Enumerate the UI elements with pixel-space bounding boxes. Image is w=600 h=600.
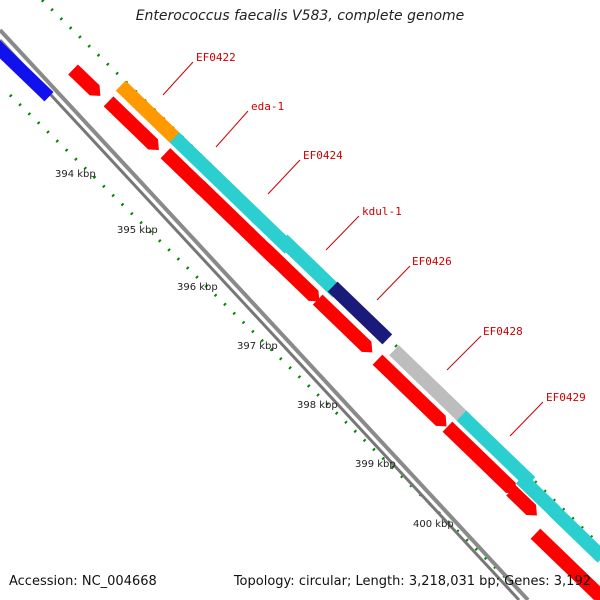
genes-label: Genes: <box>504 574 550 589</box>
tick-label-395: 395 kbp <box>117 225 158 236</box>
accession-label: Accession: <box>9 574 78 589</box>
accession: Accession: NC_004668 <box>9 574 157 589</box>
gene-cyan-5[interactable] <box>548 505 600 563</box>
map-title: Enterococcus faecalis V583, complete gen… <box>135 8 465 24</box>
gene-label-ef0429[interactable]: EF0429 <box>546 391 586 404</box>
gene-cyan-4[interactable] <box>515 473 561 517</box>
gene-cyan-2[interactable] <box>277 234 343 298</box>
tick-label-399: 399 kbp <box>355 459 396 470</box>
leader-kdul1 <box>325 215 360 251</box>
length-label: Length: <box>355 574 405 589</box>
genome-summary: Topology: circular; Length: 3,218,031 bp… <box>233 574 591 589</box>
gene-red-7[interactable] <box>372 354 452 432</box>
tick-label-400: 400 kbp <box>413 519 454 530</box>
leader-ef0428 <box>446 335 482 371</box>
gene-label-ef0426[interactable]: EF0426 <box>412 255 452 268</box>
gene-blue[interactable] <box>0 39 54 102</box>
topology-value: circular <box>298 574 347 589</box>
gene-grey[interactable] <box>389 345 471 425</box>
leader-ef0422 <box>162 61 194 96</box>
gene-red-10[interactable] <box>530 528 600 600</box>
topology-label: Topology: <box>233 574 295 589</box>
tick-label-397: 397 kbp <box>237 341 278 352</box>
leader-eda1 <box>215 110 249 148</box>
gene-cyan-3[interactable] <box>456 410 536 488</box>
genes-value: 3,192 <box>553 574 591 589</box>
leader-ef0424 <box>267 159 301 195</box>
gene-orange[interactable] <box>115 80 181 144</box>
backbone-inner <box>0 38 521 600</box>
gene-red-6[interactable] <box>312 294 377 358</box>
gene-red-5[interactable] <box>259 243 324 307</box>
length-value: 3,218,031 bp <box>408 574 496 589</box>
gene-label-eda1[interactable]: eda-1 <box>251 100 284 113</box>
backbone-outer <box>0 28 530 600</box>
tick-label-394: 394 kbp <box>55 169 96 180</box>
gene-navy[interactable] <box>327 281 393 345</box>
tick-label-398: 398 kbp <box>297 400 338 411</box>
gene-label-ef0422[interactable]: EF0422 <box>196 51 236 64</box>
tick-label-396: 396 kbp <box>177 282 218 293</box>
accession-value: NC_004668 <box>81 574 157 589</box>
gene-label-ef0424[interactable]: EF0424 <box>303 149 343 162</box>
leader-ef0429 <box>509 401 544 437</box>
gene-red-4[interactable] <box>194 180 287 272</box>
gene-red-8[interactable] <box>442 421 522 499</box>
gene-red-9[interactable] <box>506 485 542 520</box>
gene-red-3[interactable] <box>160 148 214 200</box>
gene-label-kdul1[interactable]: kdul-1 <box>362 205 402 218</box>
gene-red-1[interactable] <box>68 64 105 100</box>
gene-cyan-1[interactable] <box>169 132 295 254</box>
gene-label-ef0428[interactable]: EF0428 <box>483 325 523 338</box>
leader-ef0426 <box>376 265 411 301</box>
gene-red-2[interactable] <box>103 96 164 155</box>
